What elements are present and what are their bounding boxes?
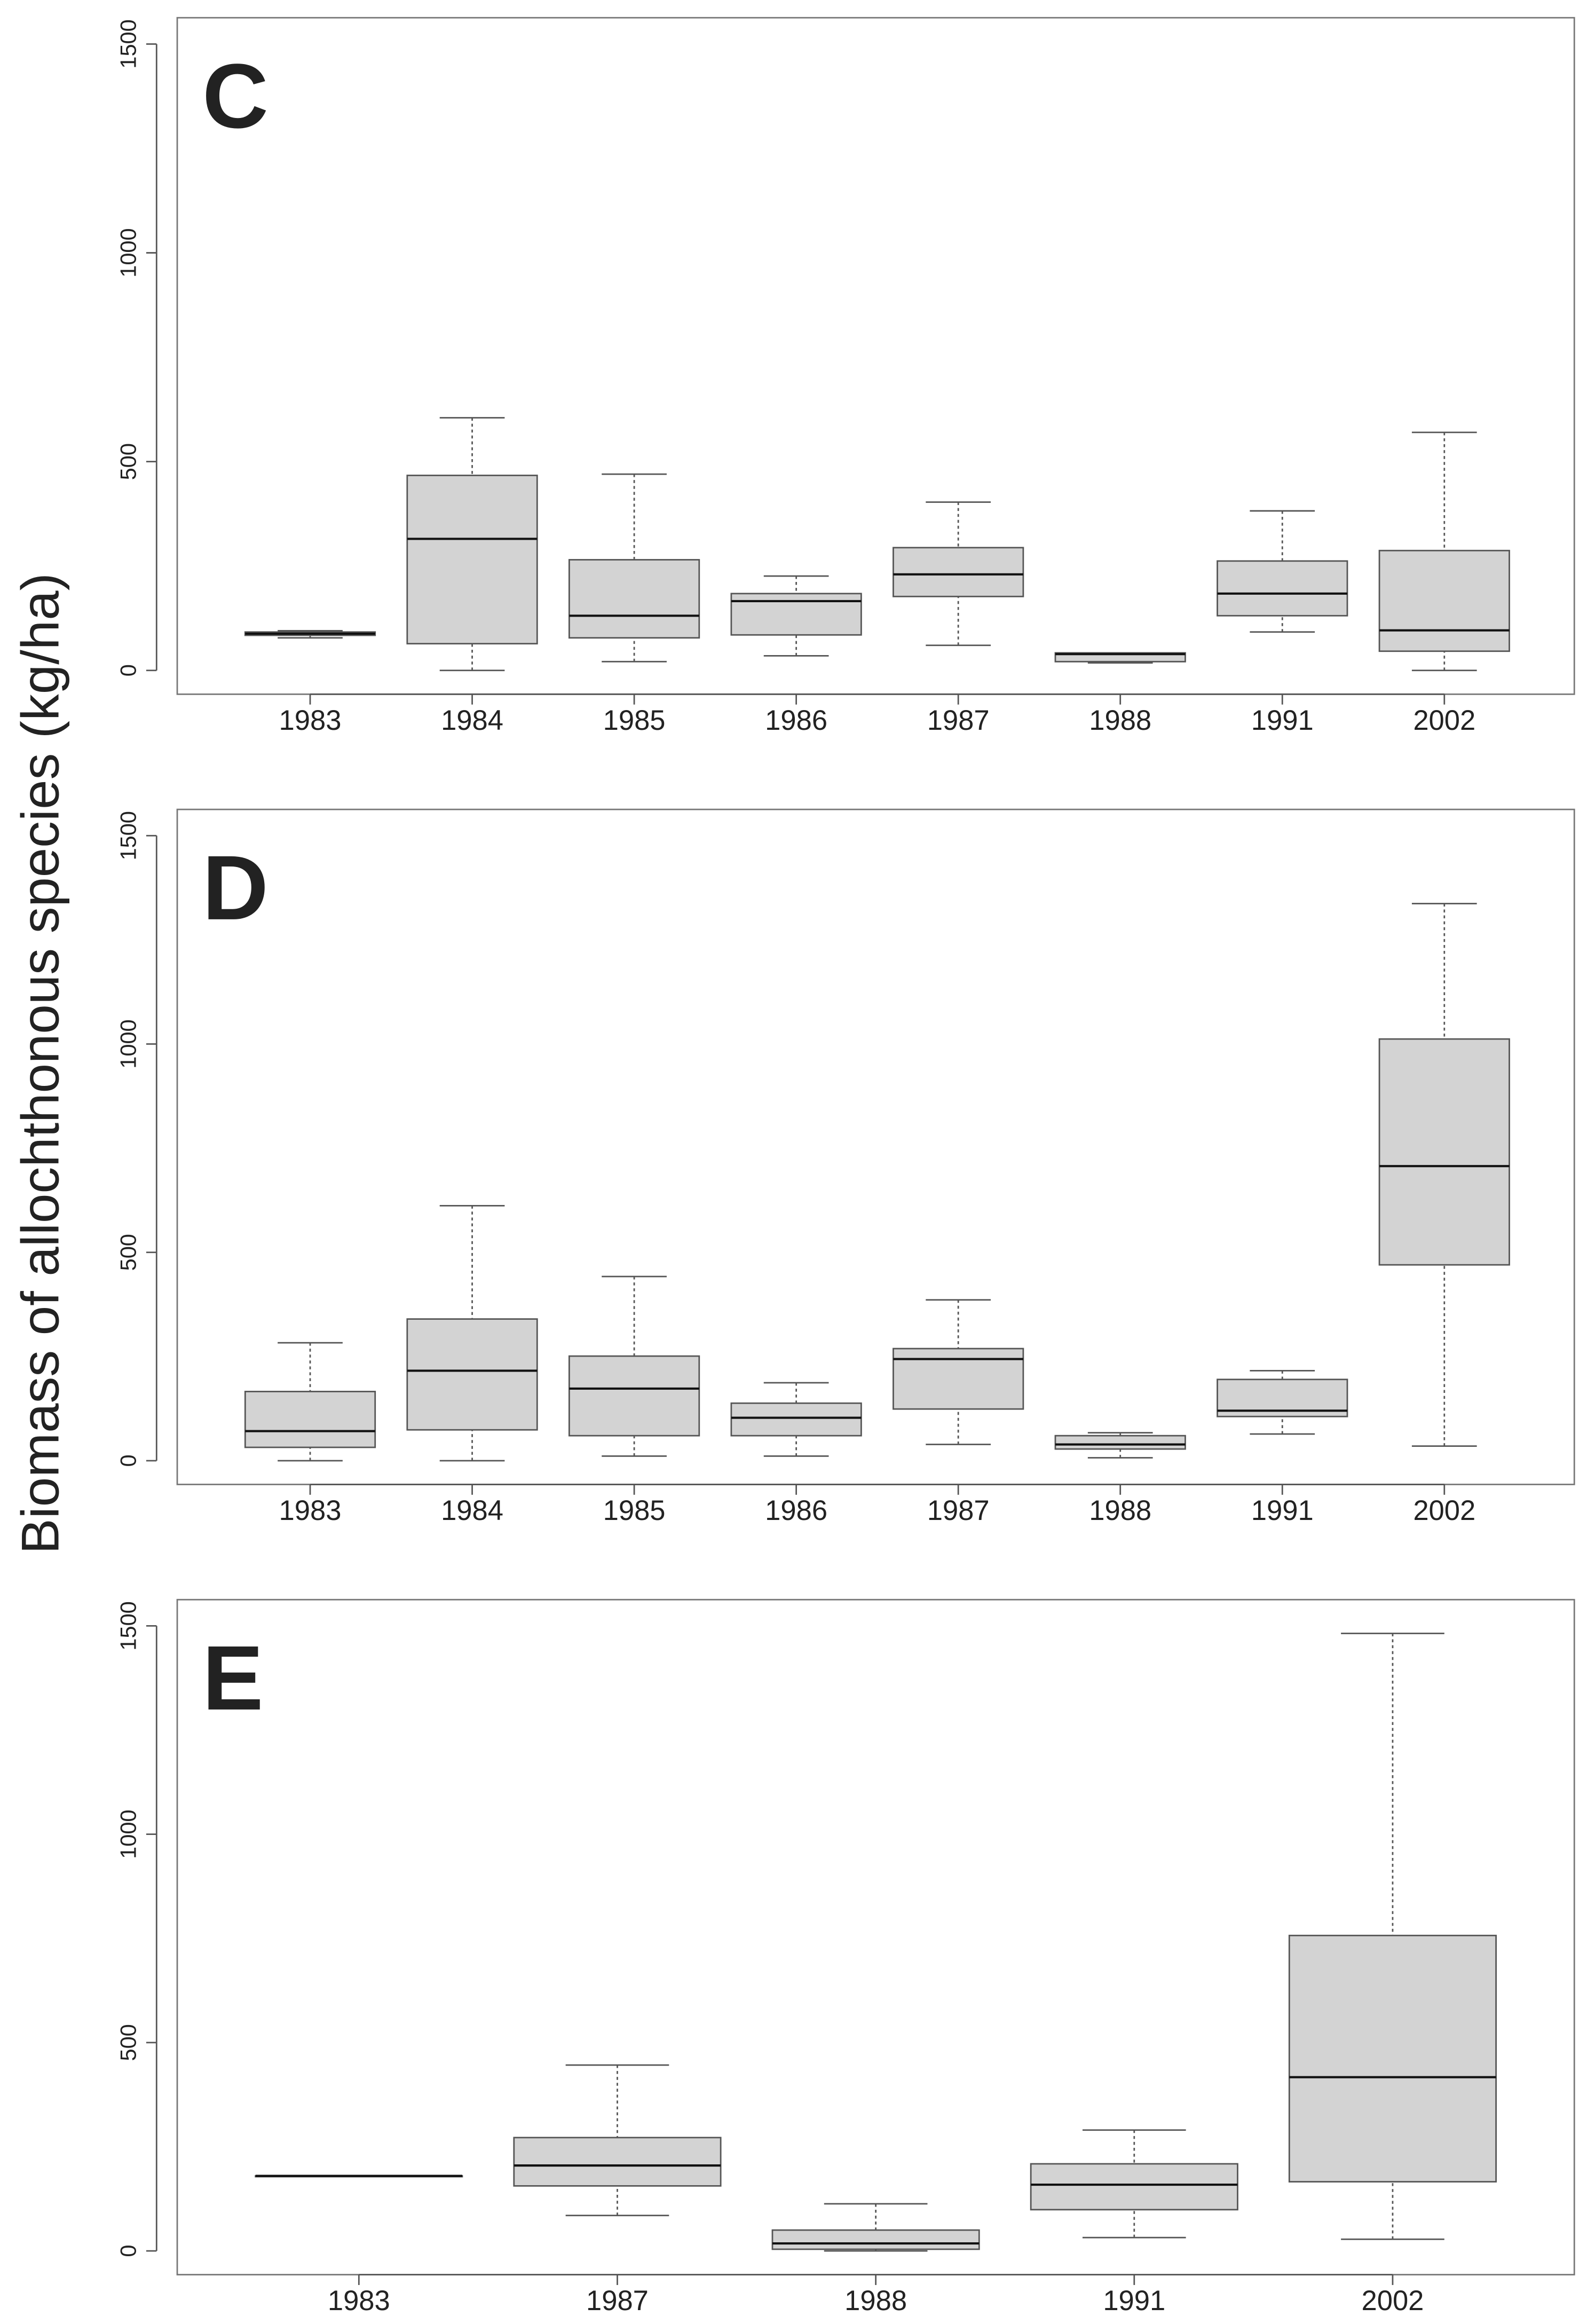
box bbox=[568, 1355, 700, 1437]
y-tick-label: 0 bbox=[115, 2245, 140, 2257]
x-tick-label: 1991 bbox=[1103, 2285, 1165, 2317]
x-tick-label: 1983 bbox=[279, 1495, 342, 1526]
box bbox=[893, 547, 1024, 597]
x-tick-label: 2002 bbox=[1413, 1495, 1475, 1526]
panel-label: C bbox=[202, 45, 269, 147]
y-axis-label: Biomass of allochthonous species (kg/ha) bbox=[11, 573, 70, 1554]
y-tick-label: 500 bbox=[115, 1234, 140, 1271]
x-tick-label: 1991 bbox=[1251, 705, 1314, 736]
x-tick-label: 2002 bbox=[1413, 705, 1475, 736]
y-tick-label: 1500 bbox=[115, 19, 140, 68]
x-tick-label: 1987 bbox=[586, 2285, 649, 2317]
y-tick-label: 500 bbox=[115, 443, 140, 480]
x-tick-label: 1987 bbox=[927, 705, 990, 736]
x-tick-label: 1988 bbox=[1089, 1495, 1151, 1526]
y-tick-label: 1000 bbox=[115, 228, 140, 277]
y-tick-label: 1500 bbox=[115, 1601, 140, 1650]
x-tick-label: 1985 bbox=[603, 705, 666, 736]
x-tick-label: 1988 bbox=[844, 2285, 907, 2317]
box bbox=[730, 593, 862, 636]
y-tick-label: 1000 bbox=[115, 1810, 140, 1859]
y-tick-label: 0 bbox=[115, 1454, 140, 1467]
x-tick-label: 1985 bbox=[603, 1495, 666, 1526]
plot-frame bbox=[176, 17, 1575, 695]
box bbox=[406, 1318, 538, 1431]
box bbox=[1217, 560, 1348, 617]
y-tick-label: 500 bbox=[115, 2024, 140, 2061]
panel-label: E bbox=[202, 1627, 263, 1729]
plot-frame bbox=[176, 808, 1575, 1485]
box bbox=[513, 2137, 722, 2187]
x-tick-label: 1983 bbox=[328, 2285, 390, 2317]
box bbox=[893, 1348, 1024, 1410]
x-tick-label: 1984 bbox=[441, 1495, 503, 1526]
y-tick-label: 1500 bbox=[115, 811, 140, 860]
box bbox=[1054, 1435, 1186, 1450]
box bbox=[244, 1391, 376, 1448]
y-tick-label: 1000 bbox=[115, 1019, 140, 1068]
x-tick-label: 1986 bbox=[765, 705, 827, 736]
x-tick-label: 1988 bbox=[1089, 705, 1151, 736]
box bbox=[1288, 1934, 1497, 2183]
box bbox=[568, 559, 700, 639]
x-tick-label: 1986 bbox=[765, 1495, 827, 1526]
box bbox=[771, 2229, 980, 2250]
x-tick-label: 2002 bbox=[1361, 2285, 1424, 2317]
x-tick-label: 1983 bbox=[279, 705, 342, 736]
x-tick-label: 1991 bbox=[1251, 1495, 1314, 1526]
box bbox=[1378, 549, 1510, 652]
box bbox=[730, 1402, 862, 1437]
y-tick-label: 0 bbox=[115, 664, 140, 676]
box bbox=[1030, 2163, 1238, 2211]
box bbox=[406, 475, 538, 645]
x-tick-label: 1987 bbox=[927, 1495, 990, 1526]
panel-label: D bbox=[202, 837, 269, 939]
x-tick-label: 1984 bbox=[441, 705, 503, 736]
box bbox=[1378, 1038, 1510, 1266]
